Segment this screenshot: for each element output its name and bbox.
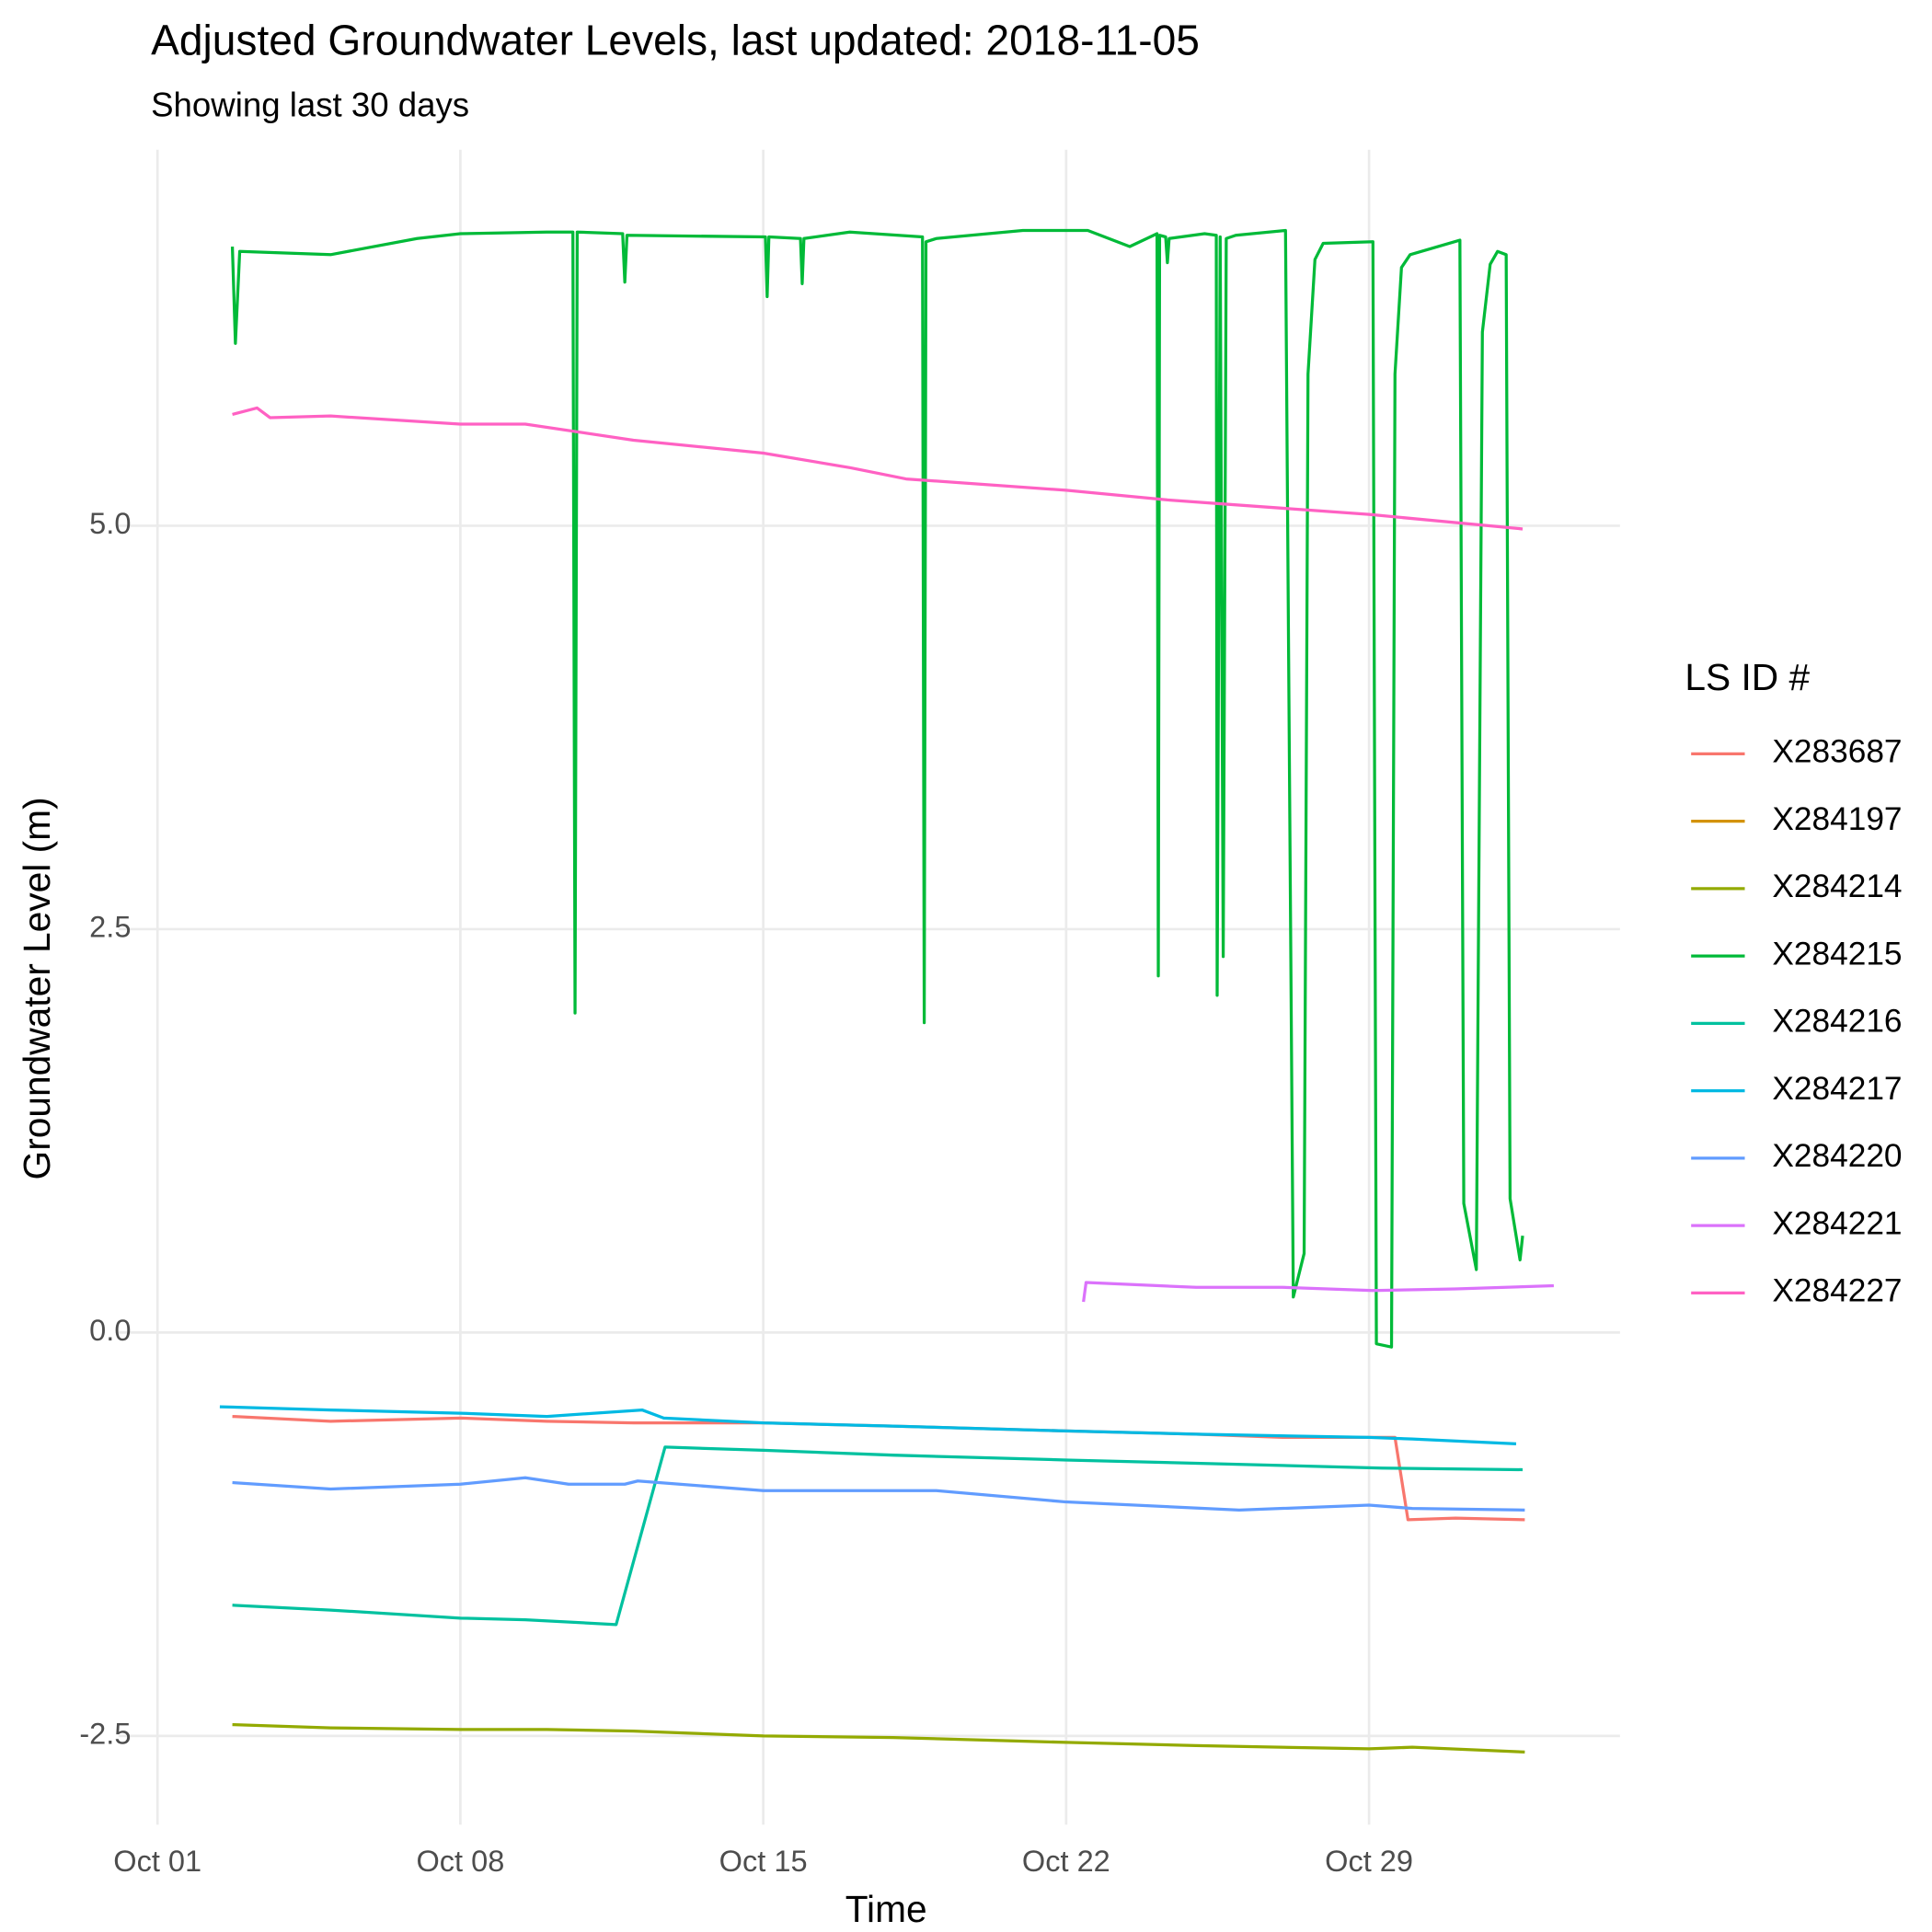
legend-label: X284220: [1772, 1138, 1902, 1174]
x-tick-label: Oct 22: [1022, 1845, 1110, 1878]
y-tick-label: 2.5: [89, 911, 131, 944]
legend-title: LS ID #: [1685, 656, 1810, 698]
legend-label: X284227: [1772, 1273, 1902, 1309]
series-line: [219, 1405, 1517, 1446]
series-line: [230, 228, 1524, 1349]
legend-label: X284221: [1772, 1205, 1902, 1241]
series-line: [1082, 1281, 1554, 1303]
x-tick-label: Oct 15: [719, 1845, 808, 1878]
legend-label: X284197: [1772, 801, 1902, 837]
series-line: [232, 1722, 1525, 1754]
y-tick-label: 0.0: [89, 1314, 131, 1347]
legend-label: X284214: [1772, 868, 1902, 904]
series-line: [232, 1476, 1525, 1512]
chart-title: Adjusted Groundwater Levels, last update…: [151, 17, 1200, 64]
legend-label: X284217: [1772, 1071, 1902, 1107]
x-tick-label: Oct 29: [1325, 1845, 1413, 1878]
y-axis-title: Groundwater Level (m): [16, 797, 58, 1179]
y-tick-label: -2.5: [79, 1717, 131, 1750]
legend-label: X284216: [1772, 1004, 1902, 1040]
x-axis-title: Time: [845, 1888, 927, 1930]
x-tick-label: Oct 08: [416, 1845, 504, 1878]
legend-label: X284215: [1772, 936, 1902, 972]
chart-subtitle: Showing last 30 days: [151, 86, 469, 123]
legend-label: X283687: [1772, 734, 1902, 770]
series-line: [232, 1445, 1524, 1627]
x-tick-label: Oct 01: [113, 1845, 201, 1878]
grid: [118, 149, 1620, 1825]
series-line: [232, 406, 1524, 531]
y-tick-label: 5.0: [89, 507, 131, 540]
